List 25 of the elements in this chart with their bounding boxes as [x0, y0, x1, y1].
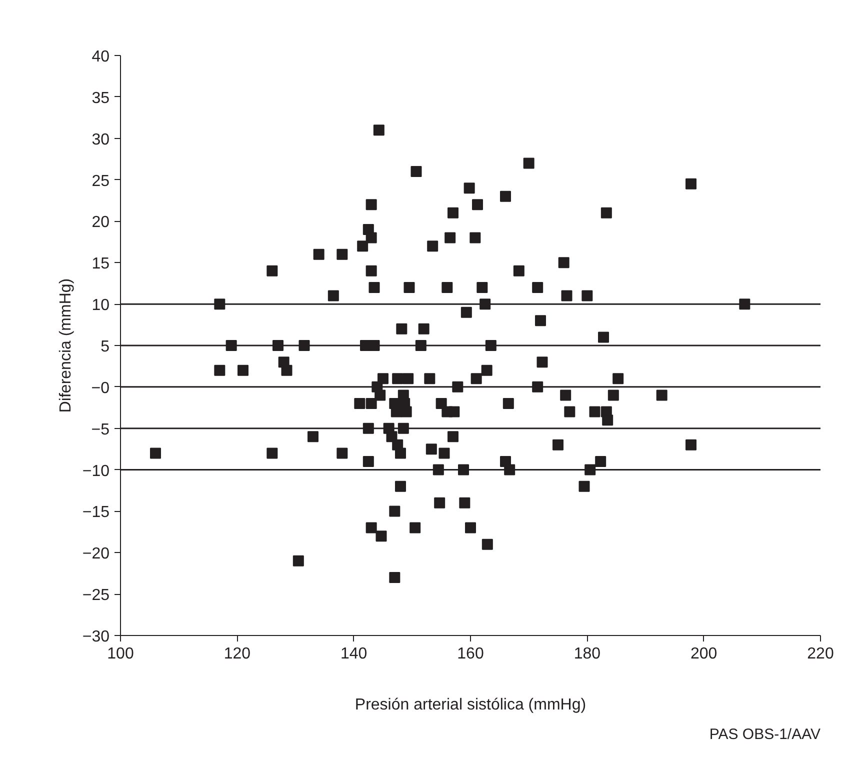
y-tick-label: 20 [92, 214, 110, 232]
y-tick-label: −20 [82, 546, 110, 563]
y-tick-label: 35 [92, 90, 110, 107]
y-tick-label: 25 [92, 172, 110, 190]
x-tick-label: 200 [690, 646, 718, 662]
y-tick-label: 40 [92, 48, 110, 66]
x-tick-label: 100 [107, 646, 134, 662]
y-tick-label: −30 [82, 628, 110, 646]
y-tick-label: 15 [92, 256, 110, 273]
y-tick-label: −5 [91, 421, 110, 438]
y-axis-title: Diferencia (mmHg) [57, 278, 74, 413]
x-tick-label: 140 [340, 646, 368, 662]
text: PAS OBS-1/AAV [709, 726, 821, 743]
y-tick-label: 30 [92, 131, 110, 148]
x-axis-title: Presión arterial sistólica (mmHg) [354, 696, 586, 714]
y-tick-label: 10 [92, 297, 110, 314]
x-tick-label: 120 [224, 646, 251, 662]
y-tick-label: −15 [82, 504, 110, 522]
y-tick-label: −10 [82, 462, 110, 480]
y-tick-label: 5 [100, 338, 110, 356]
x-tick-label: 180 [574, 646, 601, 662]
y-tick-label: −25 [82, 587, 110, 604]
x-tick-label: 220 [807, 646, 834, 662]
y-tick-label: −0 [91, 380, 110, 397]
x-tick-label: 160 [457, 646, 484, 662]
